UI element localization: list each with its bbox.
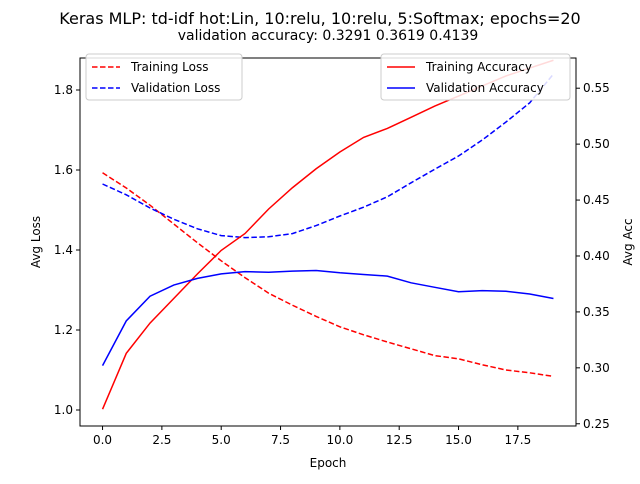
left-tick-label: 1.0: [54, 403, 73, 417]
legend-right-box: [380, 53, 571, 101]
series-line-validation-accuracy: [101, 269, 554, 366]
right-tick-label: 0.25: [583, 417, 610, 431]
legend-label-training-accuracy: Training Accuracy: [425, 60, 532, 74]
right-tick-label: 0.50: [583, 137, 610, 151]
left-tick-label: 1.2: [54, 323, 73, 337]
chart-subtitle: validation accuracy: 0.3291 0.3619 0.413…: [178, 28, 479, 44]
legend-right: Training Accuracy Validation Accuracy: [380, 53, 571, 101]
right-tick-label: 0.55: [583, 81, 610, 95]
x-axis-label: Epoch: [310, 456, 347, 470]
left-axis-label: Avg Loss: [29, 216, 43, 268]
right-tick-label: 0.30: [583, 361, 610, 375]
x-axis-ticks: 0.0 2.5 5.0 7.5 10.0 12.5 15.0 17.5: [93, 426, 531, 447]
left-axis-ticks: 1.0 1.2 1.4 1.6 1.8: [54, 83, 80, 417]
series-line-training-loss: [102, 172, 554, 378]
right-axis-ticks: 0.25 0.30 0.35 0.40 0.45 0.50 0.55: [576, 81, 610, 431]
x-tick-label: 15.0: [445, 433, 472, 447]
x-tick-label: 12.5: [386, 433, 413, 447]
left-tick-label: 1.6: [54, 163, 73, 177]
x-tick-label: 5.0: [212, 433, 231, 447]
chart-title: Keras MLP: td-idf hot:Lin, 10:relu, 10:r…: [59, 9, 580, 28]
right-tick-label: 0.45: [583, 193, 610, 207]
legend-label-training-loss: Training Loss: [130, 60, 208, 74]
legend-label-validation-loss: Validation Loss: [131, 81, 220, 95]
x-tick-label: 17.5: [504, 433, 531, 447]
right-tick-label: 0.40: [583, 249, 610, 263]
x-tick-label: 10.0: [327, 433, 354, 447]
x-tick-label: 2.5: [152, 433, 171, 447]
right-axis-label: Avg Acc: [621, 218, 635, 265]
x-tick-label: 7.5: [271, 433, 290, 447]
legend-left: Training Loss Validation Loss: [85, 53, 243, 101]
series-line-validation-loss: [102, 73, 555, 239]
legend-label-validation-accuracy: Validation Accuracy: [426, 81, 544, 95]
left-tick-label: 1.8: [54, 83, 73, 97]
right-tick-label: 0.35: [583, 305, 610, 319]
x-tick-label: 0.0: [93, 433, 112, 447]
left-tick-label: 1.4: [54, 243, 73, 257]
plot-frame: [79, 57, 577, 427]
legend-left-box: [85, 53, 243, 101]
